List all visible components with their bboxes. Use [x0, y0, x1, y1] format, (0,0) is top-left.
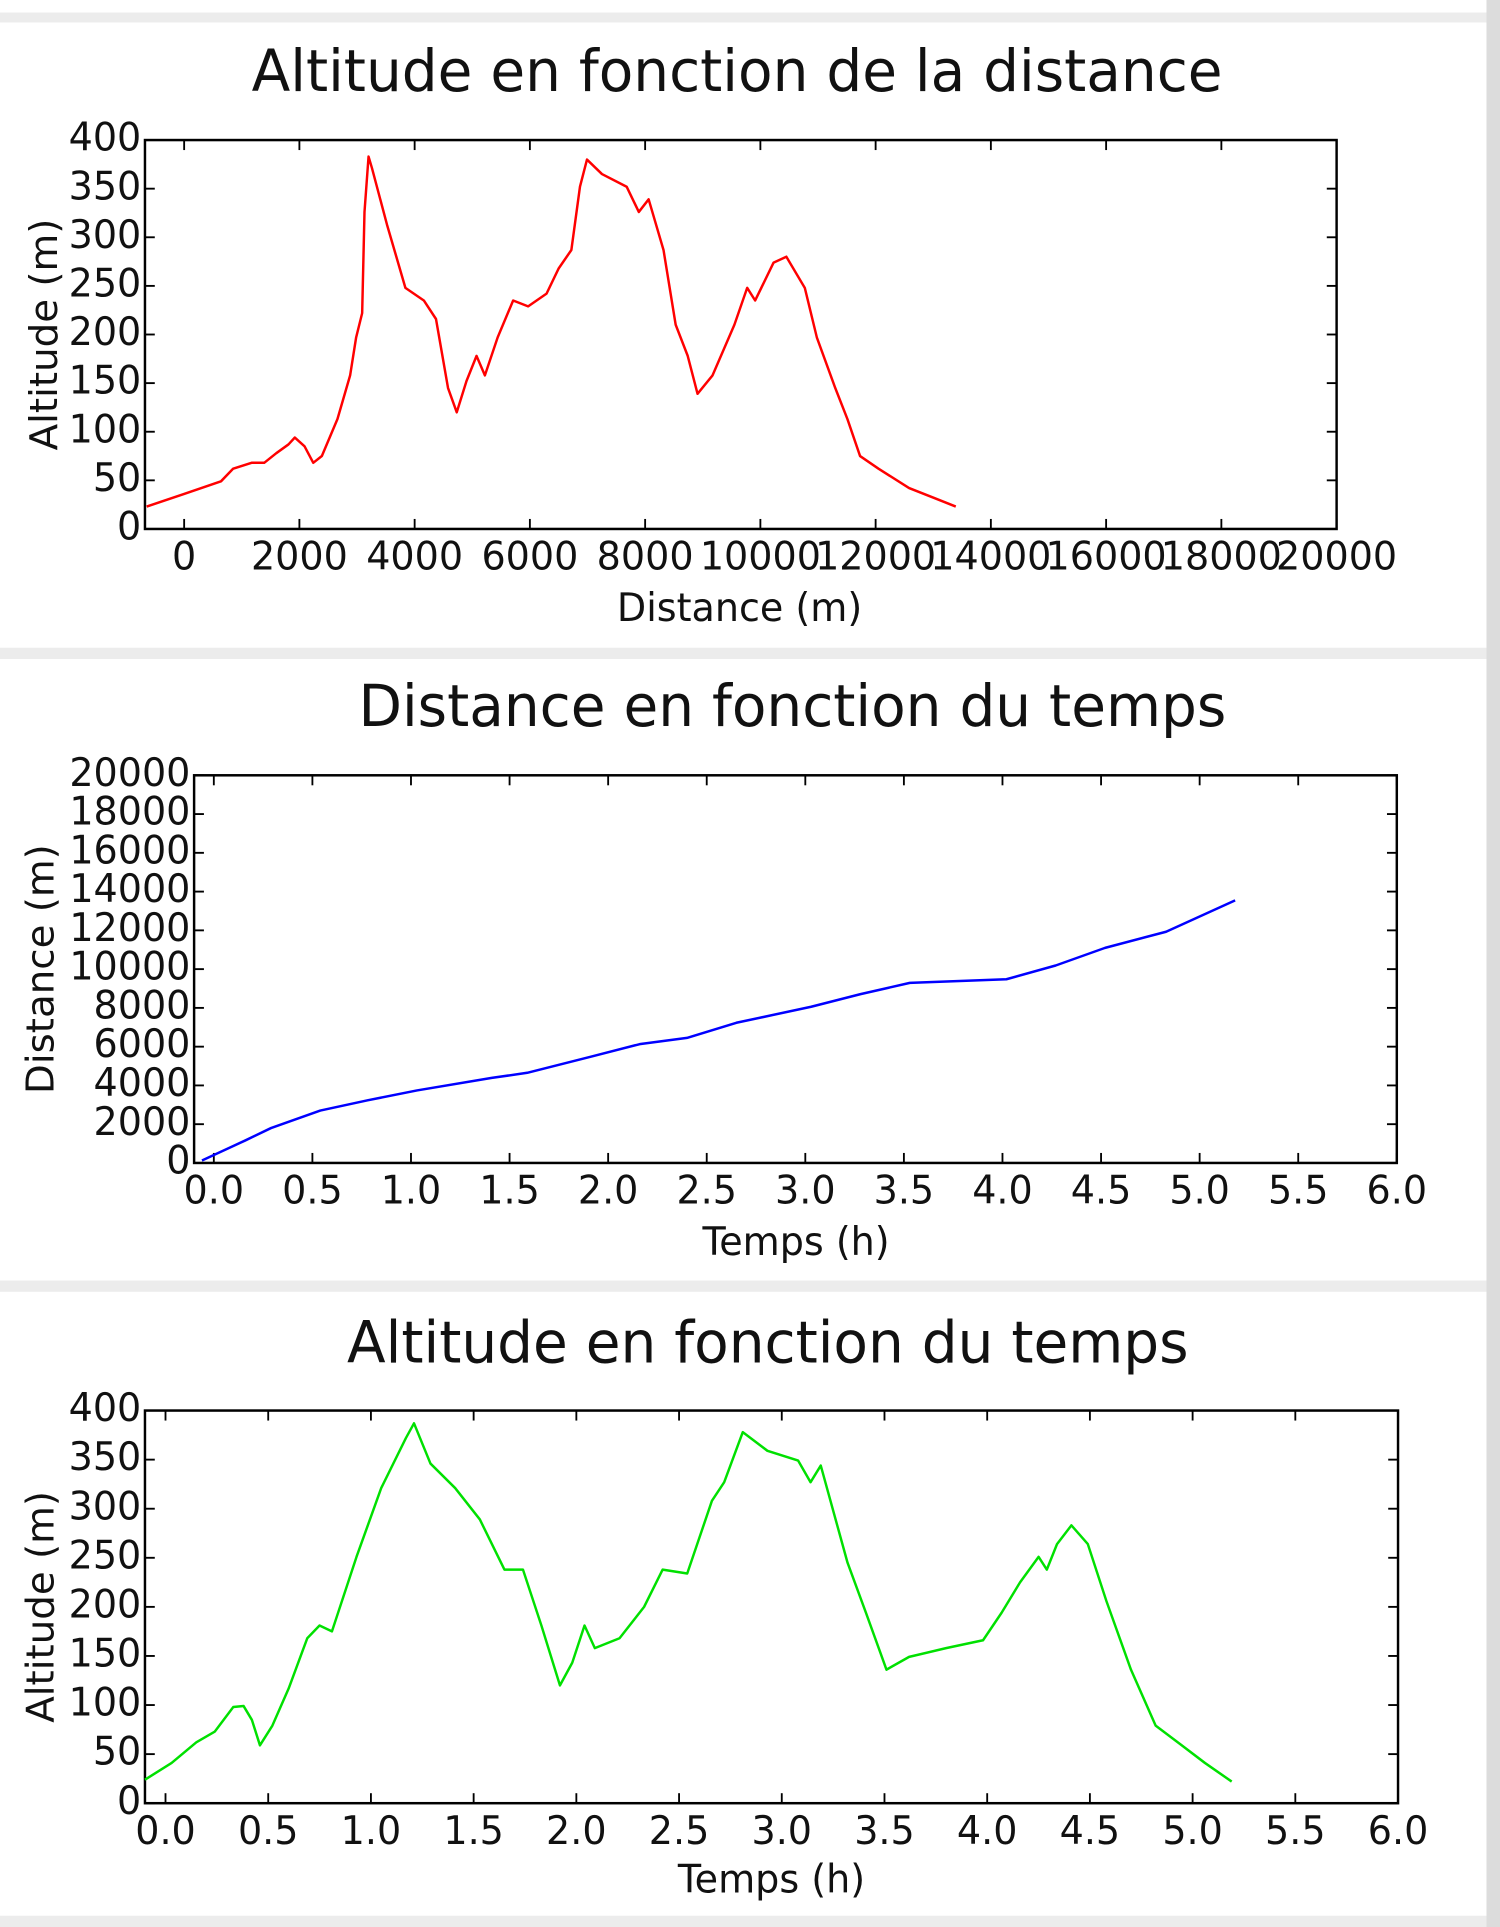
y-tick-label: 400: [69, 1386, 142, 1431]
x-tick-label: 0.0: [135, 1808, 196, 1853]
x-axis-label: Temps (h): [677, 1857, 865, 1902]
x-tick-label: 4000: [366, 534, 463, 579]
data-line: [146, 155, 957, 508]
x-tick-label: 4.5: [1071, 1168, 1132, 1213]
scrollbar[interactable]: [1486, 0, 1500, 1927]
x-axis-label: Distance (m): [617, 586, 862, 631]
x-tick-label: 1.5: [443, 1808, 504, 1853]
x-tick-label: 4.0: [972, 1168, 1033, 1213]
x-tick-label: 5.0: [1162, 1808, 1223, 1853]
plot-frame: [192, 774, 1399, 1165]
y-tick-label: 100: [69, 1680, 142, 1725]
y-tick-label: 20000: [69, 751, 190, 796]
x-tick-label: 6.0: [1368, 1808, 1429, 1853]
y-tick-label: 8000: [94, 983, 191, 1028]
y-tick-label: 350: [69, 1435, 142, 1480]
data-line: [144, 1422, 1233, 1783]
x-tick-label: 1.5: [479, 1168, 540, 1213]
x-tick-label: 5.5: [1268, 1168, 1329, 1213]
plot-frame: [143, 138, 1338, 531]
x-tick-label: 2.0: [578, 1168, 639, 1213]
x-tick-label: 4.5: [1060, 1808, 1121, 1853]
y-axis-label: Altitude (m): [19, 1491, 64, 1723]
y-tick-label: 200: [69, 310, 142, 355]
y-tick-label: 0: [117, 504, 141, 549]
y-tick-label: 150: [69, 358, 142, 403]
chart-title: Altitude en fonction du temps: [347, 1310, 1189, 1377]
y-tick-label: 4000: [94, 1061, 191, 1106]
y-tick-label: 50: [93, 1729, 141, 1774]
y-axis-label: Distance (m): [19, 844, 64, 1094]
x-tick-label: 12000: [815, 534, 936, 579]
x-tick-label: 3.0: [775, 1168, 836, 1213]
x-tick-label: 3.0: [751, 1808, 812, 1853]
x-tick-label: 5.5: [1265, 1808, 1326, 1853]
plot-frame: [143, 1409, 1400, 1805]
y-tick-label: 300: [69, 1484, 142, 1529]
y-tick-label: 250: [69, 261, 142, 306]
x-tick-label: 1.0: [381, 1168, 442, 1213]
x-tick-label: 10000: [700, 534, 821, 579]
y-tick-label: 14000: [69, 867, 190, 912]
y-tick-label: 400: [69, 115, 142, 160]
chart-title: Distance en fonction du temps: [358, 674, 1226, 741]
y-tick-label: 18000: [69, 789, 190, 834]
x-tick-label: 5.0: [1169, 1168, 1230, 1213]
x-axis-label: Temps (h): [701, 1220, 889, 1265]
y-axis-label: Altitude (m): [22, 219, 67, 451]
y-tick-label: 150: [69, 1631, 142, 1676]
y-tick-label: 300: [69, 213, 142, 258]
data-line: [201, 899, 1236, 1162]
y-tick-label: 6000: [94, 1022, 191, 1067]
y-tick-label: 50: [93, 456, 141, 501]
separator: [0, 1280, 1487, 1292]
y-tick-label: 100: [69, 407, 142, 452]
x-tick-label: 3.5: [854, 1808, 915, 1853]
x-tick-label: 0.0: [184, 1168, 245, 1213]
x-tick-label: 2.5: [649, 1808, 710, 1853]
separator: [0, 1915, 1487, 1927]
x-tick-label: 2.5: [676, 1168, 737, 1213]
x-tick-label: 0.5: [282, 1168, 343, 1213]
y-tick-label: 0: [117, 1778, 141, 1823]
x-tick-label: 8000: [597, 534, 694, 579]
x-tick-label: 6.0: [1367, 1168, 1428, 1213]
x-tick-label: 14000: [930, 534, 1051, 579]
x-tick-label: 2.0: [546, 1808, 607, 1853]
y-tick-label: 250: [69, 1533, 142, 1578]
x-tick-label: 20000: [1276, 534, 1397, 579]
chart-title: Altitude en fonction de la distance: [252, 38, 1223, 105]
x-tick-label: 0: [172, 534, 196, 579]
y-tick-label: 200: [69, 1582, 142, 1627]
y-tick-label: 0: [166, 1138, 190, 1183]
x-tick-label: 1.0: [341, 1808, 402, 1853]
separator: [0, 647, 1487, 660]
y-tick-label: 2000: [94, 1099, 191, 1144]
x-tick-label: 18000: [1161, 534, 1282, 579]
x-tick-label: 2000: [251, 534, 348, 579]
y-tick-label: 16000: [69, 828, 190, 873]
x-tick-label: 4.0: [957, 1808, 1018, 1853]
x-tick-label: 16000: [1046, 534, 1167, 579]
x-tick-label: 3.5: [874, 1168, 935, 1213]
y-tick-label: 12000: [69, 906, 190, 951]
y-tick-label: 350: [69, 164, 142, 209]
y-tick-label: 10000: [69, 944, 190, 989]
separator: [0, 12, 1487, 23]
x-tick-label: 6000: [481, 534, 578, 579]
x-tick-label: 0.5: [238, 1808, 299, 1853]
